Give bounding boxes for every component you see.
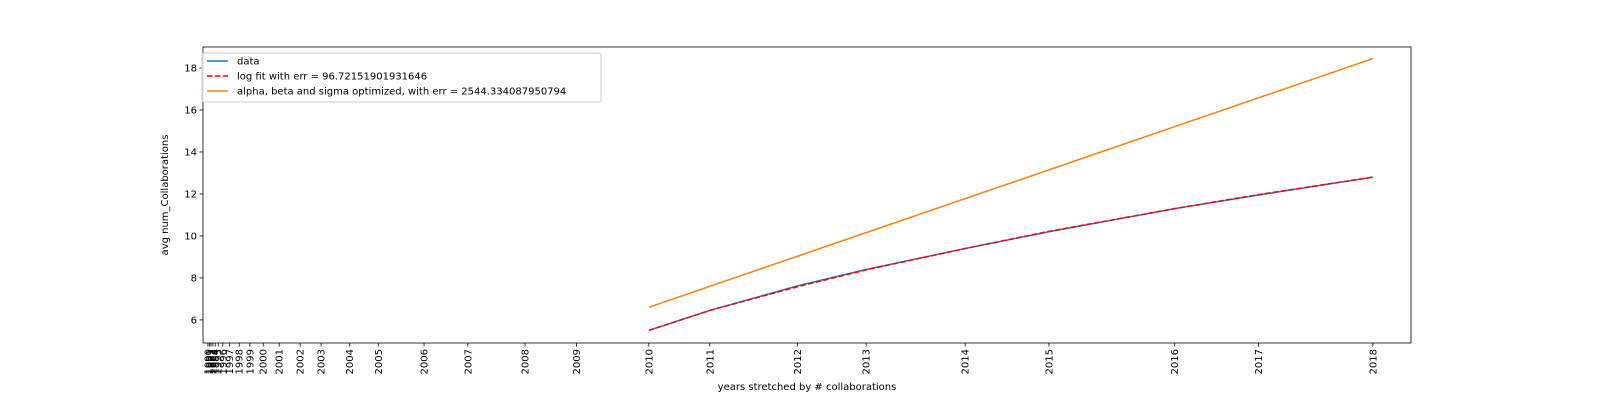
y-tick-label: 18 bbox=[184, 63, 197, 74]
y-axis-label: avg num_Collaborations bbox=[160, 135, 171, 256]
legend-box bbox=[201, 52, 602, 103]
y-tick-label: 8 bbox=[191, 273, 197, 284]
y-tick-label: 12 bbox=[184, 189, 197, 200]
x-tick-label: 1997 bbox=[225, 349, 236, 374]
x-tick-label: 1998 bbox=[235, 349, 246, 374]
series-line-1 bbox=[648, 176, 1374, 332]
x-tick-label: 2003 bbox=[317, 349, 328, 374]
series-layer bbox=[648, 57, 1374, 332]
x-tick-label: 2011 bbox=[705, 349, 716, 374]
series-line-0 bbox=[648, 176, 1374, 332]
y-tick-label: 6 bbox=[191, 315, 197, 326]
x-tick-label: 2014 bbox=[961, 349, 972, 374]
x-tick-label: 2010 bbox=[644, 349, 655, 374]
x-tick-label: 1991 bbox=[205, 349, 216, 374]
x-tick-label: 2007 bbox=[463, 349, 474, 374]
x-tick-label: 2002 bbox=[296, 349, 307, 374]
series-line-2 bbox=[648, 57, 1374, 309]
x-tick-label: 2006 bbox=[420, 349, 431, 374]
x-tick-label: 2005 bbox=[374, 349, 385, 374]
x-tick-label: 2017 bbox=[1254, 349, 1265, 374]
y-tick-label: 10 bbox=[184, 231, 197, 242]
y-tick-label: 14 bbox=[184, 147, 197, 158]
legend-label: log fit with err = 96.72151901931646 bbox=[237, 72, 427, 83]
x-axis-label: years stretched by # collaborations bbox=[718, 382, 897, 393]
plot-area bbox=[202, 46, 1412, 344]
x-tick-label: 1999 bbox=[245, 349, 256, 374]
x-tick-label: 1995 bbox=[214, 349, 225, 374]
x-tick-label: 2016 bbox=[1170, 349, 1181, 374]
x-tick-label: 2015 bbox=[1044, 349, 1055, 374]
x-tick-label: 2012 bbox=[793, 349, 804, 374]
x-tick-label: 1990 bbox=[203, 349, 214, 374]
plot-frame bbox=[202, 46, 1412, 344]
y-axis-ticks: 6 8 10 12 14 16 18 bbox=[184, 63, 203, 326]
x-tick-label: 1993 bbox=[208, 349, 219, 374]
x-tick-label: 2013 bbox=[862, 349, 873, 374]
legend-label: data bbox=[237, 57, 260, 68]
x-tick-label: 2009 bbox=[572, 349, 583, 374]
x-tick-label: 1992 bbox=[207, 349, 218, 374]
x-tick-label: 2018 bbox=[1368, 349, 1379, 374]
x-tick-label: 2004 bbox=[345, 349, 356, 374]
y-tick-label: 16 bbox=[184, 105, 197, 116]
x-tick-label: 1994 bbox=[211, 349, 222, 374]
legend: data log fit with err = 96.72151901931646… bbox=[201, 52, 602, 103]
x-tick-label: 1996 bbox=[218, 349, 229, 374]
x-tick-label: 2008 bbox=[521, 349, 532, 374]
x-tick-label: 2001 bbox=[275, 349, 286, 374]
x-tick-label: 2000 bbox=[259, 349, 270, 374]
legend-label: alpha, beta and sigma optimized, with er… bbox=[237, 87, 566, 98]
